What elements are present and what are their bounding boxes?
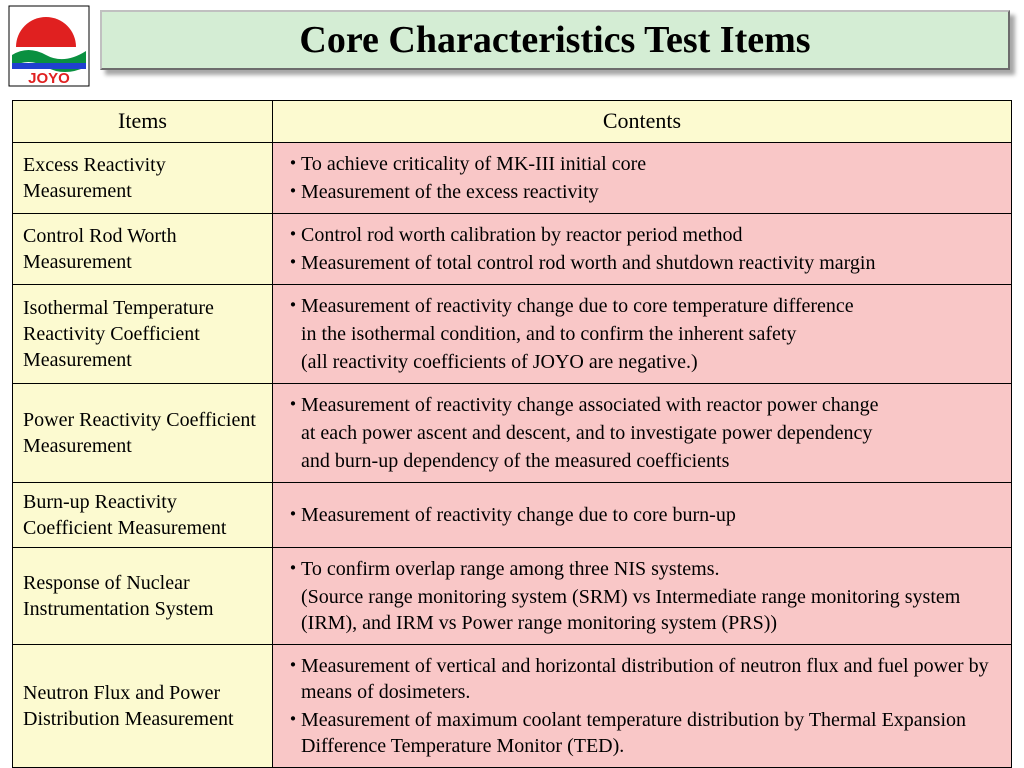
item-cell: Power Reactivity Coefficient Measurement [13, 383, 273, 482]
joyo-logo: JOYO [8, 5, 90, 87]
content-cell: ・Control rod worth calibration by reacto… [273, 213, 1012, 284]
content-line: ・Measurement of maximum coolant temperat… [283, 707, 1001, 759]
table-row: Response of Nuclear Instrumentation Syst… [13, 547, 1012, 644]
item-cell: Excess Reactivity Measurement [13, 142, 273, 213]
bullet-icon: ・ [283, 502, 301, 528]
content-text: (all reactivity coefficients of JOYO are… [301, 349, 698, 375]
content-text: at each power ascent and descent, and to… [301, 420, 872, 446]
content-cell: ・To achieve criticality of MK-III initia… [273, 142, 1012, 213]
content-line: ・Measurement of total control rod worth … [283, 250, 1001, 276]
bullet-icon: ・ [283, 179, 301, 205]
content-text: Measurement of reactivity change due to … [301, 502, 1001, 528]
page-title: Core Characteristics Test Items [299, 18, 810, 62]
content-cell: ・Measurement of reactivity change due to… [273, 284, 1012, 383]
content-text: (Source range monitoring system (SRM) vs… [301, 584, 1001, 636]
bullet-icon: ・ [283, 392, 301, 418]
content-text: Measurement of reactivity change due to … [301, 293, 1001, 319]
content-cell: ・Measurement of reactivity change due to… [273, 482, 1012, 547]
table-row: Neutron Flux and Power Distribution Meas… [13, 644, 1012, 767]
content-line: ・Measurement of vertical and horizontal … [283, 653, 1001, 705]
content-cell: ・Measurement of reactivity change associ… [273, 383, 1012, 482]
content-line: in the isothermal condition, and to conf… [283, 321, 1001, 347]
content-line: ・Control rod worth calibration by reacto… [283, 222, 1001, 248]
content-text: Control rod worth calibration by reactor… [301, 222, 1001, 248]
item-cell: Control Rod Worth Measurement [13, 213, 273, 284]
content-text: Measurement of maximum coolant temperatu… [301, 707, 1001, 759]
table-row: Power Reactivity Coefficient Measurement… [13, 383, 1012, 482]
content-line: at each power ascent and descent, and to… [283, 420, 1001, 446]
content-text: Measurement of vertical and horizontal d… [301, 653, 1001, 705]
content-line: ・Measurement of the excess reactivity [283, 179, 1001, 205]
content-cell: ・To confirm overlap range among three NI… [273, 547, 1012, 644]
item-cell: Response of Nuclear Instrumentation Syst… [13, 547, 273, 644]
content-cell: ・Measurement of vertical and horizontal … [273, 644, 1012, 767]
table-row: Isothermal Temperature Reactivity Coeffi… [13, 284, 1012, 383]
bullet-icon: ・ [283, 222, 301, 248]
bullet-icon: ・ [283, 151, 301, 177]
item-cell: Isothermal Temperature Reactivity Coeffi… [13, 284, 273, 383]
table-row: Control Rod Worth Measurement ・Control ro… [13, 213, 1012, 284]
content-line: (Source range monitoring system (SRM) vs… [283, 584, 1001, 636]
content-line: ・To achieve criticality of MK-III initia… [283, 151, 1001, 177]
header-items: Items [13, 101, 273, 143]
table-header-row: Items Contents [13, 101, 1012, 143]
content-line: ・Measurement of reactivity change associ… [283, 392, 1001, 418]
item-cell: Burn-up Reactivity Coefficient Measureme… [13, 482, 273, 547]
bullet-icon: ・ [283, 293, 301, 319]
table-row: Excess Reactivity Measurement ・To achieve… [13, 142, 1012, 213]
content-line: ・Measurement of reactivity change due to… [283, 502, 1001, 528]
table-row: Burn-up Reactivity Coefficient Measureme… [13, 482, 1012, 547]
title-panel: Core Characteristics Test Items [100, 10, 1010, 70]
content-text: Measurement of reactivity change associa… [301, 392, 1001, 418]
bullet-icon: ・ [283, 653, 301, 705]
content-line: ・To confirm overlap range among three NI… [283, 556, 1001, 582]
header-contents: Contents [273, 101, 1012, 143]
item-cell: Neutron Flux and Power Distribution Meas… [13, 644, 273, 767]
bullet-icon: ・ [283, 556, 301, 582]
content-text: and burn-up dependency of the measured c… [301, 448, 729, 474]
content-text: To confirm overlap range among three NIS… [301, 556, 1001, 582]
content-line: (all reactivity coefficients of JOYO are… [283, 349, 1001, 375]
content-line: and burn-up dependency of the measured c… [283, 448, 1001, 474]
bullet-icon: ・ [283, 250, 301, 276]
content-text: in the isothermal condition, and to conf… [301, 321, 796, 347]
svg-text:JOYO: JOYO [28, 70, 70, 87]
bullet-icon: ・ [283, 707, 301, 759]
test-items-table: Items Contents Excess Reactivity Measure… [12, 100, 1012, 768]
content-text: To achieve criticality of MK-III initial… [301, 151, 1001, 177]
content-text: Measurement of total control rod worth a… [301, 250, 1001, 276]
content-line: ・Measurement of reactivity change due to… [283, 293, 1001, 319]
content-text: Measurement of the excess reactivity [301, 179, 1001, 205]
